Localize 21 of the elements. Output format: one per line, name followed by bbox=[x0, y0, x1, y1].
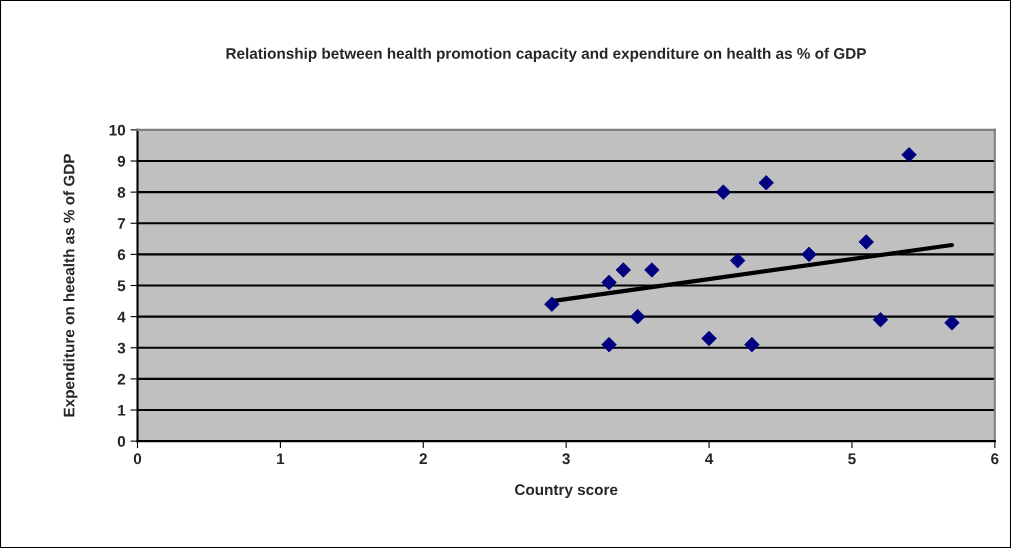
y-tick-label: 10 bbox=[109, 124, 126, 136]
y-tick-label: 2 bbox=[117, 373, 126, 385]
y-tick-label: 9 bbox=[117, 155, 126, 167]
y-tick-label: 3 bbox=[117, 342, 126, 354]
x-tick-label: 1 bbox=[277, 453, 285, 465]
x-tick-label: 0 bbox=[133, 453, 142, 465]
y-axis-title: Expenditure on heealth as % of GDP bbox=[63, 154, 78, 417]
y-tick-label: 1 bbox=[118, 405, 126, 416]
x-tick-label: 2 bbox=[419, 453, 427, 465]
x-axis-title: Country score bbox=[515, 484, 618, 499]
y-tick-label: 8 bbox=[117, 187, 126, 198]
y-tick-label: 7 bbox=[117, 218, 126, 229]
chart-title: Relationship between health promotion capacity and expenditure on health as % of GDP bbox=[226, 47, 866, 62]
x-tick-label: 6 bbox=[991, 453, 999, 465]
x-tick-label: 5 bbox=[848, 453, 856, 465]
y-tick-label: 4 bbox=[117, 311, 126, 323]
x-tick-label: 4 bbox=[705, 453, 714, 465]
y-tick-label: 6 bbox=[117, 249, 126, 261]
x-tick-label: 3 bbox=[562, 453, 570, 465]
y-tick-label: 5 bbox=[117, 280, 126, 292]
y-tick-label: 0 bbox=[117, 436, 126, 447]
